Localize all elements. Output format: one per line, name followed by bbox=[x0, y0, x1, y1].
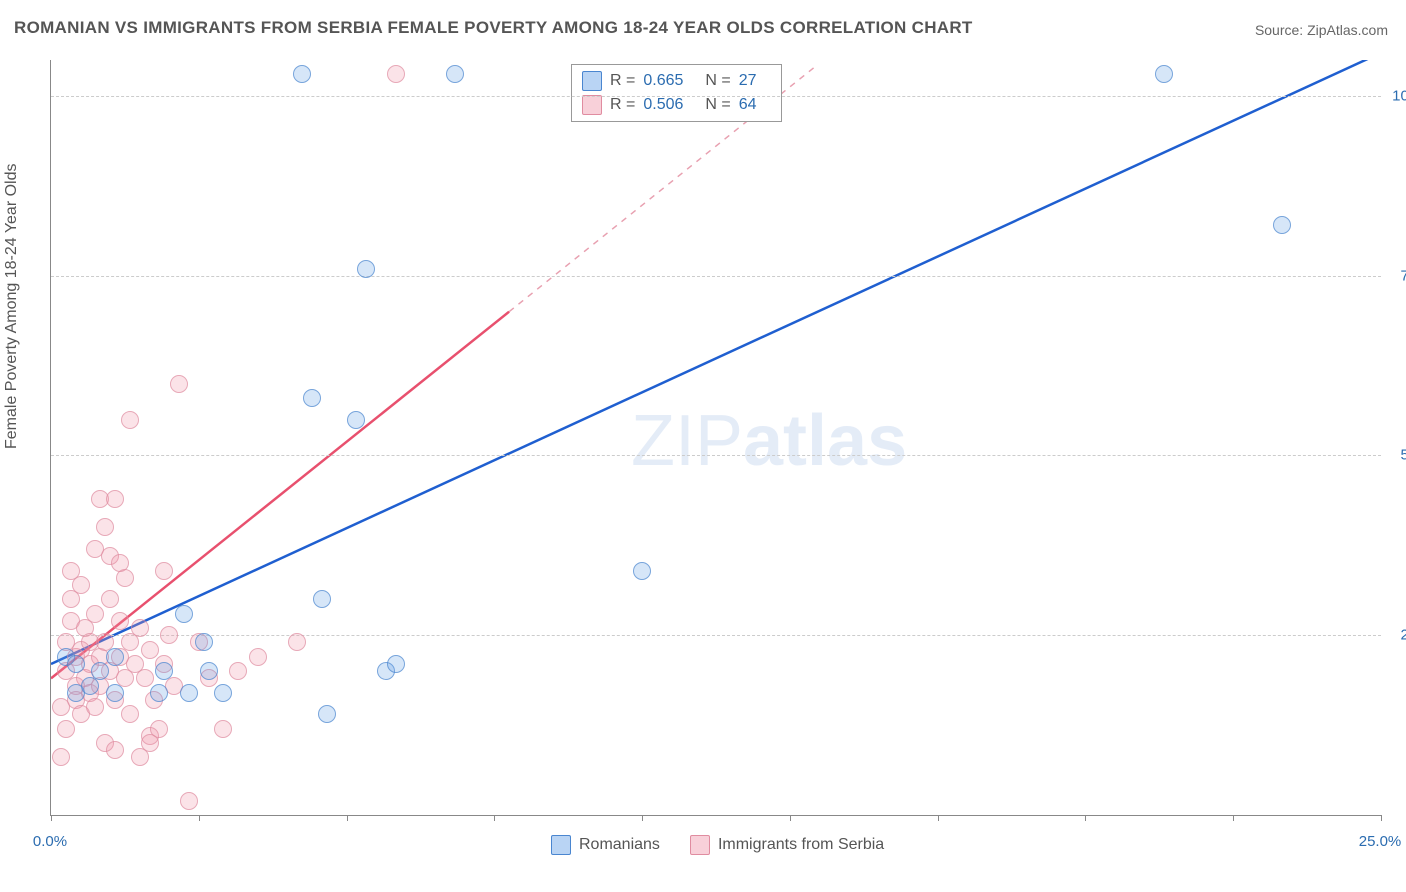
swatch-serbia-icon bbox=[690, 835, 710, 855]
data-point-serbia bbox=[288, 633, 306, 651]
source-label: Source: ZipAtlas.com bbox=[1255, 22, 1388, 38]
data-point-serbia bbox=[106, 490, 124, 508]
n-label: N = bbox=[705, 72, 730, 90]
legend-label: Immigrants from Serbia bbox=[718, 836, 884, 854]
series-legend: Romanians Immigrants from Serbia bbox=[551, 835, 884, 855]
r-label: R = bbox=[610, 72, 635, 90]
n-value: 64 bbox=[739, 96, 757, 114]
data-point-romanians bbox=[387, 655, 405, 673]
trend-lines bbox=[51, 60, 1381, 815]
data-point-serbia bbox=[121, 411, 139, 429]
legend-row-romanians: R = 0.665 N = 27 bbox=[582, 69, 771, 93]
data-point-serbia bbox=[155, 562, 173, 580]
data-point-serbia bbox=[96, 518, 114, 536]
data-point-serbia bbox=[229, 662, 247, 680]
data-point-serbia bbox=[86, 605, 104, 623]
data-point-serbia bbox=[249, 648, 267, 666]
swatch-serbia-icon bbox=[582, 95, 602, 115]
watermark-thin: ZIP bbox=[631, 401, 743, 481]
x-tick bbox=[1085, 815, 1086, 821]
data-point-serbia bbox=[52, 748, 70, 766]
data-point-serbia bbox=[111, 612, 129, 630]
gridline bbox=[51, 96, 1381, 97]
data-point-romanians bbox=[67, 655, 85, 673]
x-tick bbox=[938, 815, 939, 821]
swatch-romanians-icon bbox=[551, 835, 571, 855]
x-tick bbox=[199, 815, 200, 821]
r-label: R = bbox=[610, 96, 635, 114]
trend-line-romanians bbox=[51, 60, 1381, 664]
data-point-romanians bbox=[303, 389, 321, 407]
data-point-romanians bbox=[200, 662, 218, 680]
data-point-serbia bbox=[387, 65, 405, 83]
data-point-romanians bbox=[155, 662, 173, 680]
chart-title: ROMANIAN VS IMMIGRANTS FROM SERBIA FEMAL… bbox=[14, 18, 973, 38]
data-point-romanians bbox=[180, 684, 198, 702]
watermark-bold: atlas bbox=[743, 401, 907, 481]
data-point-serbia bbox=[180, 792, 198, 810]
data-point-romanians bbox=[633, 562, 651, 580]
data-point-serbia bbox=[121, 705, 139, 723]
r-value: 0.665 bbox=[643, 72, 683, 90]
data-point-serbia bbox=[136, 669, 154, 687]
legend-label: Romanians bbox=[579, 836, 660, 854]
data-point-romanians bbox=[446, 65, 464, 83]
x-tick bbox=[642, 815, 643, 821]
data-point-romanians bbox=[150, 684, 168, 702]
data-point-serbia bbox=[214, 720, 232, 738]
data-point-romanians bbox=[318, 705, 336, 723]
plot-area: ZIPatlas R = 0.665 N = 27 R = 0.506 N = … bbox=[50, 60, 1381, 816]
data-point-romanians bbox=[195, 633, 213, 651]
r-value: 0.506 bbox=[643, 96, 683, 114]
data-point-serbia bbox=[101, 590, 119, 608]
data-point-serbia bbox=[86, 698, 104, 716]
data-point-serbia bbox=[131, 619, 149, 637]
x-tick bbox=[1381, 815, 1382, 821]
y-tick-label: 25.0% bbox=[1400, 627, 1406, 644]
data-point-serbia bbox=[170, 375, 188, 393]
y-tick-label: 100.0% bbox=[1392, 87, 1406, 104]
data-point-serbia bbox=[141, 641, 159, 659]
data-point-romanians bbox=[214, 684, 232, 702]
data-point-romanians bbox=[91, 662, 109, 680]
data-point-romanians bbox=[106, 648, 124, 666]
x-tick bbox=[347, 815, 348, 821]
y-axis-label: Female Poverty Among 18-24 Year Olds bbox=[3, 164, 21, 450]
data-point-romanians bbox=[1155, 65, 1173, 83]
gridline bbox=[51, 635, 1381, 636]
x-tick bbox=[51, 815, 52, 821]
legend-item-romanians: Romanians bbox=[551, 835, 660, 855]
data-point-serbia bbox=[111, 554, 129, 572]
data-point-romanians bbox=[1273, 216, 1291, 234]
data-point-serbia bbox=[160, 626, 178, 644]
data-point-romanians bbox=[347, 411, 365, 429]
data-point-romanians bbox=[175, 605, 193, 623]
x-tick-label: 25.0% bbox=[1359, 833, 1402, 850]
n-value: 27 bbox=[739, 72, 757, 90]
x-tick-label: 0.0% bbox=[33, 833, 67, 850]
data-point-serbia bbox=[62, 562, 80, 580]
data-point-romanians bbox=[357, 260, 375, 278]
y-tick-label: 50.0% bbox=[1400, 447, 1406, 464]
correlation-legend: R = 0.665 N = 27 R = 0.506 N = 64 bbox=[571, 64, 782, 122]
y-tick-label: 75.0% bbox=[1400, 267, 1406, 284]
x-tick bbox=[1233, 815, 1234, 821]
data-point-serbia bbox=[106, 741, 124, 759]
data-point-romanians bbox=[106, 684, 124, 702]
x-tick bbox=[494, 815, 495, 821]
data-point-romanians bbox=[293, 65, 311, 83]
data-point-serbia bbox=[86, 540, 104, 558]
watermark: ZIPatlas bbox=[631, 400, 907, 482]
data-point-romanians bbox=[313, 590, 331, 608]
swatch-romanians-icon bbox=[582, 71, 602, 91]
x-tick bbox=[790, 815, 791, 821]
data-point-serbia bbox=[141, 734, 159, 752]
gridline bbox=[51, 455, 1381, 456]
legend-item-serbia: Immigrants from Serbia bbox=[690, 835, 884, 855]
data-point-serbia bbox=[57, 720, 75, 738]
gridline bbox=[51, 276, 1381, 277]
n-label: N = bbox=[705, 96, 730, 114]
